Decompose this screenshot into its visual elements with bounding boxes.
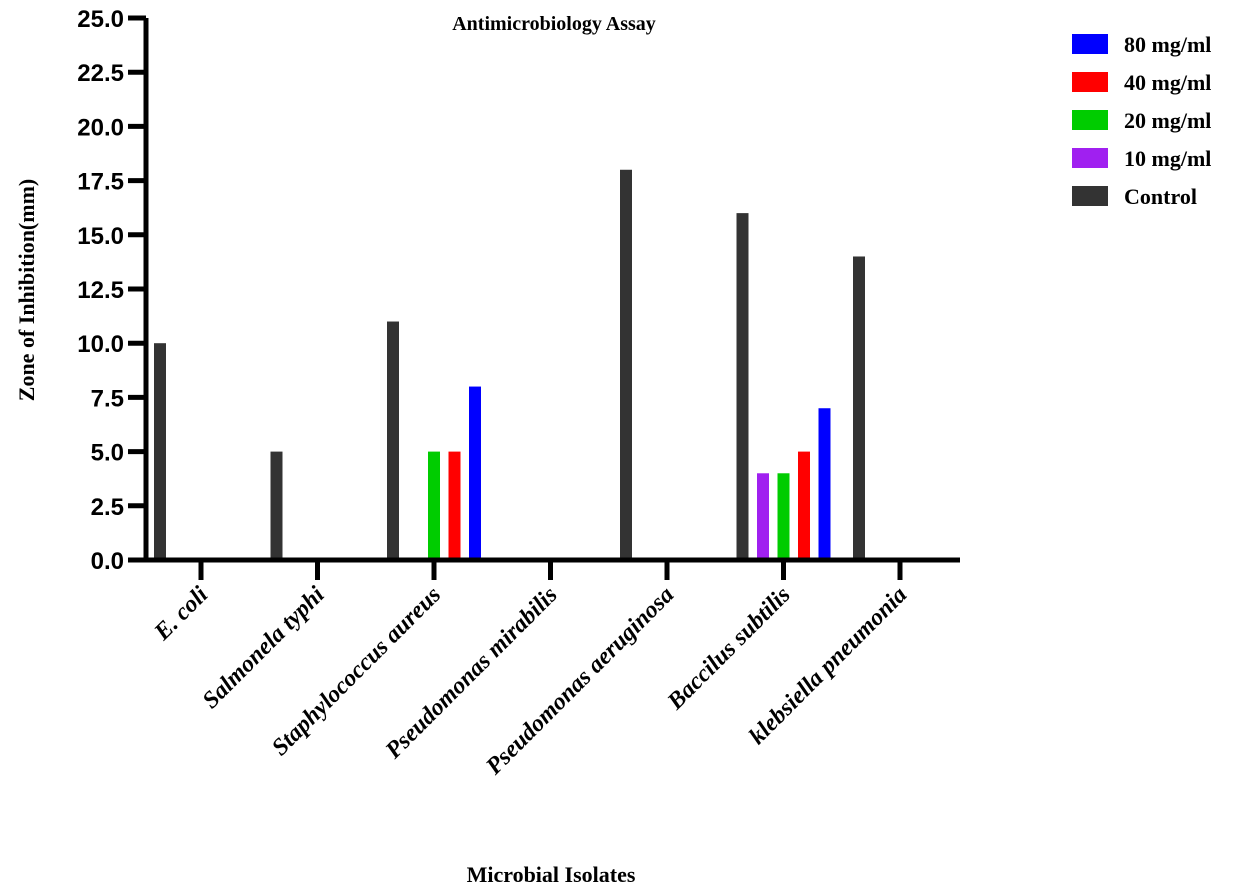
x-axis-title: Microbial Isolates: [467, 862, 636, 887]
y-tick-label: 5.0: [91, 440, 124, 467]
y-tick-label: 7.5: [91, 385, 124, 412]
y-tick-label: 15.0: [77, 223, 124, 250]
legend: 80 mg/ml 40 mg/ml 20 mg/ml 10 mg/ml Control: [1072, 32, 1211, 209]
bar: [620, 169, 632, 560]
bar: [428, 451, 440, 560]
legend-swatch: [1072, 186, 1108, 206]
bar: [270, 451, 283, 560]
legend-label: 80 mg/ml: [1124, 32, 1211, 57]
y-tick-label: 10.0: [77, 331, 124, 358]
legend-swatch: [1072, 148, 1108, 168]
bar: [818, 408, 831, 560]
bars: [154, 169, 865, 560]
legend-label: 10 mg/ml: [1124, 146, 1211, 171]
bar: [798, 451, 810, 560]
bar: [736, 213, 749, 560]
y-tick-label: 20.0: [77, 114, 124, 141]
chart-title: Antimicrobiology Assay: [452, 13, 656, 35]
y-tick-label: 2.5: [91, 494, 124, 521]
legend-label: Control: [1124, 184, 1197, 209]
bar: [154, 343, 166, 560]
bar: [853, 256, 865, 560]
legend-label: 20 mg/ml: [1124, 108, 1211, 133]
y-tick-label: 25.0: [77, 6, 124, 33]
x-tick-label: Baccilus subtilis: [662, 582, 796, 716]
bar: [448, 451, 461, 560]
bar: [777, 473, 790, 560]
bar: [387, 321, 399, 560]
y-tick-label: 0.0: [91, 548, 124, 575]
legend-swatch: [1072, 110, 1108, 130]
x-tick-label: E. coli: [149, 582, 214, 647]
y-tick-label: 22.5: [77, 60, 124, 87]
y-axis-ticks: 0.0 2.5 5.0 7.5 10.0 12.5 15.0 17.5 20.0 22.5 25.0: [77, 6, 146, 575]
bar: [757, 473, 769, 560]
legend-swatch: [1072, 72, 1108, 92]
legend-label: 40 mg/ml: [1124, 70, 1211, 95]
y-tick-label: 17.5: [77, 169, 124, 196]
bar: [469, 386, 481, 560]
x-tick-label: Pseudomonas aeruginosa: [481, 582, 680, 781]
y-tick-label: 12.5: [77, 277, 124, 304]
legend-swatch: [1072, 34, 1108, 54]
y-axis-title: Zone of Inhibition(mm): [14, 179, 39, 401]
x-tick-label: Salmonela typhi: [198, 582, 330, 714]
